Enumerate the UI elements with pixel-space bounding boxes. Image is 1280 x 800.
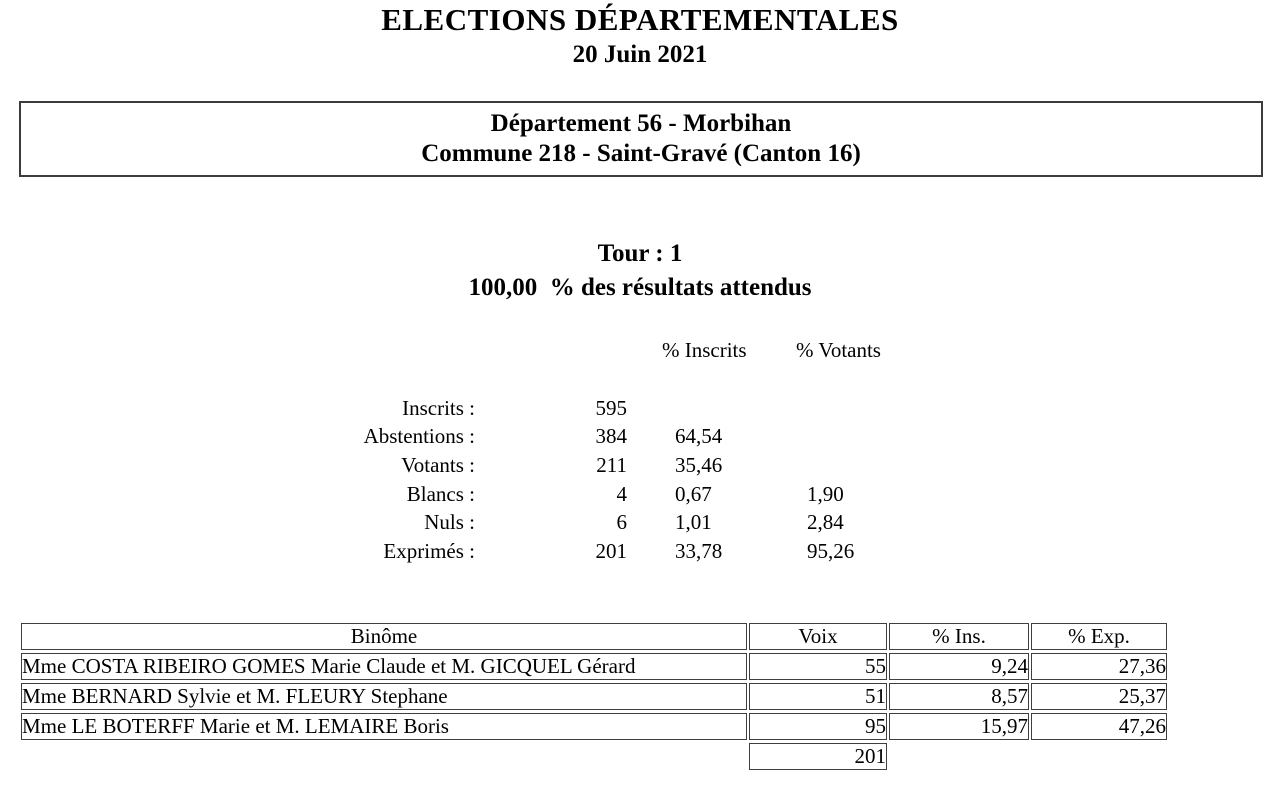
department-line: Département 56 - Morbihan — [490, 110, 792, 137]
binome-voix: 95 — [749, 713, 887, 740]
binome-pct-exp: 27,36 — [1031, 653, 1167, 680]
results-progress: 100,00 % des résultats attendus — [468, 274, 812, 301]
binome-name: Mme BERNARD Sylvie et M. FLEURY Stephane — [21, 683, 747, 710]
stat-label-inscrits: Inscrits : — [402, 396, 475, 420]
total-voix: 201 — [749, 743, 887, 770]
stat-pctins-nuls: 1,01 — [675, 510, 712, 534]
header-voix: Voix — [749, 623, 887, 650]
stat-pctvot-blancs: 1,90 — [807, 482, 844, 506]
binome-name: Mme LE BOTERFF Marie et M. LEMAIRE Boris — [21, 713, 747, 740]
stat-pctins-votants: 35,46 — [675, 453, 723, 477]
stat-count-blancs: 4 — [616, 482, 628, 506]
stat-count-nuls: 6 — [616, 510, 628, 534]
table-row: Mme LE BOTERFF Marie et M. LEMAIRE Boris… — [21, 713, 1167, 740]
stat-pctins-exprimes: 33,78 — [675, 539, 723, 563]
binome-voix: 51 — [749, 683, 887, 710]
binome-voix: 55 — [749, 653, 887, 680]
stat-count-inscrits: 595 — [595, 396, 628, 420]
total-row: 201 — [21, 743, 1167, 770]
binome-pct-exp: 25,37 — [1031, 683, 1167, 710]
binome-pct-exp: 47,26 — [1031, 713, 1167, 740]
header-pct-ins: % Ins. — [889, 623, 1029, 650]
stat-count-exprimes: 201 — [595, 539, 628, 563]
stat-count-abstentions: 384 — [595, 424, 628, 448]
stat-label-abstentions: Abstentions : — [363, 424, 475, 448]
results-table: Binôme Voix % Ins. % Exp. Mme COSTA RIBE… — [19, 620, 1169, 773]
stat-label-votants: Votants : — [401, 453, 475, 477]
table-row: Mme COSTA RIBEIRO GOMES Marie Claude et … — [21, 653, 1167, 680]
header-pct-exp: % Exp. — [1031, 623, 1167, 650]
stat-pctvot-exprimes: 95,26 — [807, 539, 855, 563]
stat-pctins-blancs: 0,67 — [675, 482, 712, 506]
stat-label-blancs: Blancs : — [406, 482, 475, 506]
col-header-pct-votants: % Votants — [796, 338, 881, 362]
stat-pctvot-nuls: 2,84 — [807, 510, 844, 534]
col-header-pct-inscrits: % Inscrits — [662, 338, 747, 362]
binome-pct-ins: 9,24 — [889, 653, 1029, 680]
binome-pct-ins: 8,57 — [889, 683, 1029, 710]
election-date: 20 Juin 2021 — [572, 41, 708, 68]
stat-label-nuls: Nuls : — [424, 510, 475, 534]
binome-pct-ins: 15,97 — [889, 713, 1029, 740]
page-title: ELECTIONS DÉPARTEMENTALES — [381, 2, 899, 37]
results-header-row: Binôme Voix % Ins. % Exp. — [21, 623, 1167, 650]
binome-name: Mme COSTA RIBEIRO GOMES Marie Claude et … — [21, 653, 747, 680]
tour-label: Tour : 1 — [597, 240, 683, 267]
stat-label-exprimes: Exprimés : — [383, 539, 475, 563]
table-row: Mme BERNARD Sylvie et M. FLEURY Stephane… — [21, 683, 1167, 710]
stat-pctins-abstentions: 64,54 — [675, 424, 723, 448]
location-box: Département 56 - Morbihan Commune 218 - … — [19, 101, 1263, 177]
stat-count-votants: 211 — [596, 453, 627, 477]
header-binome: Binôme — [21, 623, 747, 650]
commune-line: Commune 218 - Saint-Gravé (Canton 16) — [421, 140, 861, 167]
